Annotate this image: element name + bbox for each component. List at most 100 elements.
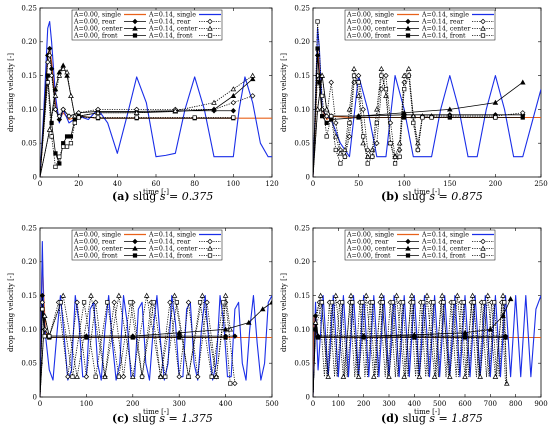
x-tick-label: 200 xyxy=(126,400,139,408)
series-point xyxy=(45,80,50,85)
series-point xyxy=(130,373,136,379)
series-point xyxy=(315,335,321,340)
series-point xyxy=(56,113,63,119)
series-point xyxy=(84,335,89,340)
legend-marker xyxy=(207,18,213,25)
y-tick-label: 0.20 xyxy=(21,258,37,266)
series-line-2 xyxy=(40,20,272,177)
caption-equation: s = 1.375 xyxy=(159,412,212,425)
series-point xyxy=(49,120,54,126)
x-tick-label: 40 xyxy=(113,180,122,188)
series-point xyxy=(363,292,369,298)
y-tick-label: 0.05 xyxy=(294,140,310,148)
x-tick-label: 800 xyxy=(509,400,522,408)
series-point xyxy=(420,115,425,120)
series-point xyxy=(120,374,127,380)
series-point xyxy=(227,326,234,332)
series-point xyxy=(231,115,236,120)
series-point xyxy=(228,381,233,386)
series-point xyxy=(447,106,453,112)
series-point xyxy=(333,292,339,298)
series-point xyxy=(370,300,375,305)
series-point xyxy=(409,292,415,298)
legend-label: A=0.14, single xyxy=(421,12,469,19)
y-tick-label: 0.15 xyxy=(21,72,37,80)
legend-label: A=0.14, single xyxy=(421,232,469,239)
legend-marker xyxy=(132,238,138,245)
series-point xyxy=(315,46,320,51)
x-tick-label: 900 xyxy=(534,400,547,408)
series-point xyxy=(431,300,436,305)
legend-marker xyxy=(207,25,213,31)
legend-marker xyxy=(480,18,486,25)
series-point xyxy=(396,147,403,153)
series-line-8 xyxy=(313,21,496,177)
series-point xyxy=(333,133,339,139)
x-tick-label: 100 xyxy=(332,400,345,408)
legend-marker xyxy=(405,245,411,251)
legend-label: A=0.00, rear xyxy=(73,19,116,26)
series-point xyxy=(485,292,491,298)
series-point xyxy=(246,319,252,325)
series-point xyxy=(441,300,446,305)
legend-label: A=0.00, single xyxy=(73,12,121,19)
legend-box xyxy=(71,9,223,41)
series-point xyxy=(471,300,476,305)
series-point xyxy=(53,151,58,156)
x-tick-label: 0 xyxy=(38,400,42,408)
series-point xyxy=(64,144,70,149)
series-point xyxy=(83,374,90,380)
y-tick-label: 0.05 xyxy=(21,140,37,148)
y-tick-label: 0.15 xyxy=(294,292,310,300)
series-point xyxy=(333,120,339,126)
series-point xyxy=(378,86,385,92)
legend-marker xyxy=(480,238,486,245)
series-line-6 xyxy=(40,68,253,177)
series-point xyxy=(317,80,322,85)
series-point xyxy=(313,319,319,325)
x-tick-label: 400 xyxy=(408,400,421,408)
series-point xyxy=(139,374,145,379)
legend-box xyxy=(71,229,223,261)
series-point xyxy=(56,72,63,78)
legend-marker xyxy=(480,245,486,251)
caption-word: slug xyxy=(130,190,160,203)
series-point xyxy=(95,109,101,115)
series-point xyxy=(105,300,110,305)
series-point xyxy=(374,120,379,126)
series-point xyxy=(60,65,66,71)
legend-label: A=0.14, front xyxy=(421,253,466,260)
series-point xyxy=(320,114,325,119)
caption-word: slug xyxy=(399,190,429,203)
series-point xyxy=(269,299,272,305)
caption-letter: (d) xyxy=(381,412,399,425)
series-point xyxy=(42,334,47,339)
series-point xyxy=(222,326,229,332)
series-point xyxy=(356,80,361,85)
series-point xyxy=(40,299,46,306)
x-axis-label: time [-] xyxy=(414,188,440,196)
series-point xyxy=(48,72,55,79)
series-point xyxy=(469,292,476,298)
series-point xyxy=(329,114,334,119)
x-axis-label: time [-] xyxy=(414,408,440,416)
series-point xyxy=(111,299,117,306)
x-tick-label: 100 xyxy=(227,180,240,188)
chart-panel-3: 0 100 200 300 400 500 0 0.05 0.10 0.15 0.20 0.25 tim… xyxy=(7,224,279,425)
x-tick-label: 60 xyxy=(152,180,161,188)
series-point xyxy=(49,134,54,139)
series-point xyxy=(350,300,355,305)
y-axis-label: drop rising velocity [-] xyxy=(280,53,288,132)
series-point xyxy=(323,106,330,112)
series-point xyxy=(319,300,324,305)
x-axis: 0 100 200 300 400 500 xyxy=(38,228,279,408)
legend-label: A=0.00, center xyxy=(346,26,396,33)
series-point xyxy=(40,307,45,312)
legend-marker xyxy=(405,238,411,245)
legend-box xyxy=(344,9,496,41)
series-point xyxy=(221,300,226,305)
y-axis-label: drop rising velocity [-] xyxy=(280,273,288,352)
series-point xyxy=(492,300,497,305)
